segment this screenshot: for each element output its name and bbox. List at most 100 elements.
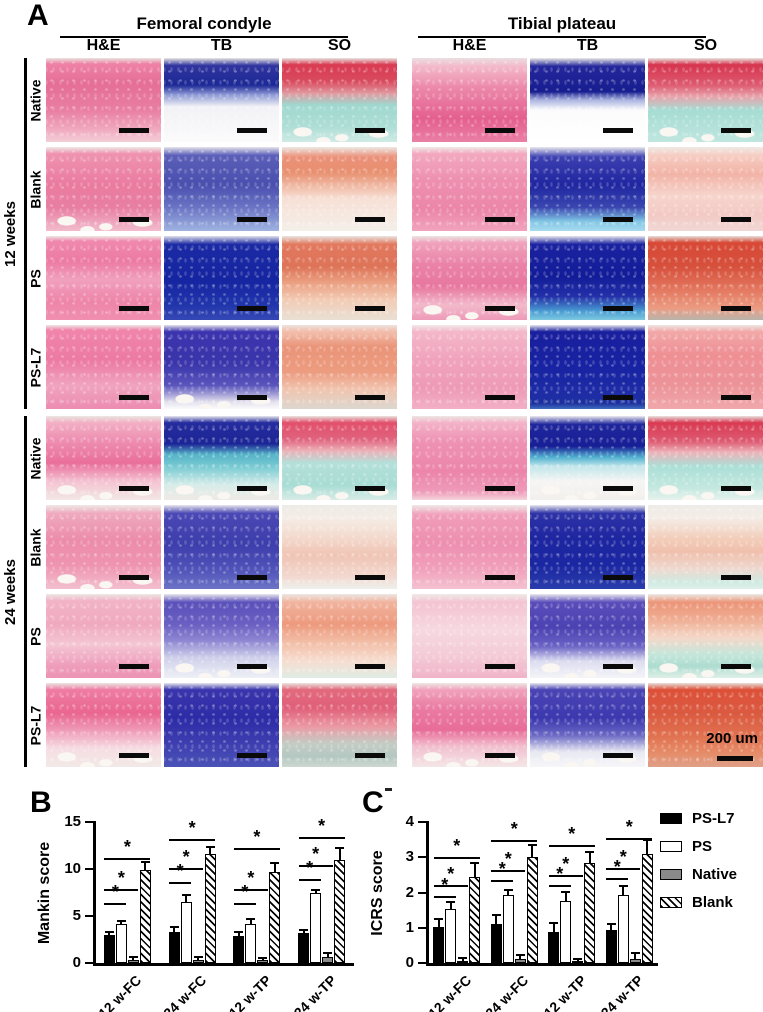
group-header-femoral-condyle: Femoral condyle: [60, 14, 348, 38]
scale-bar: [355, 753, 385, 758]
scale-bar: [485, 575, 515, 580]
significance-star: *: [550, 864, 570, 885]
scale-bar: [603, 128, 633, 133]
y-axis-tick-label: 4: [405, 813, 414, 830]
week-bracket-line: [24, 416, 27, 767]
significance-line: [298, 879, 321, 882]
y-axis-tick-label: 0: [72, 954, 81, 971]
error-bar-whisker: [449, 902, 452, 910]
scale-bar: [721, 306, 751, 311]
significance-line: [491, 880, 514, 883]
significance-star: *: [625, 816, 633, 837]
significance-line: [548, 844, 595, 847]
significance-star: *: [182, 847, 190, 868]
scale-bar: [721, 575, 751, 580]
legend-label: Blank: [692, 894, 733, 911]
error-bar-whisker: [519, 954, 522, 959]
scale-bar: [355, 664, 385, 669]
error-bar-whisker: [622, 886, 625, 895]
significance-star: *: [619, 846, 627, 867]
scale-bar: [721, 128, 751, 133]
significance-line: [169, 838, 216, 841]
error-bar-whisker: [473, 862, 476, 877]
histology-image: [282, 416, 397, 500]
scale-bar: [355, 395, 385, 400]
histology-image: [648, 147, 763, 231]
error-bar-whisker: [237, 932, 240, 936]
bar-ps-12w-FC: [115, 924, 127, 963]
week-bracket-line: [24, 58, 27, 409]
significance-line: [548, 885, 571, 888]
stain-header-he: H&E: [86, 37, 121, 54]
significance-line: [433, 885, 468, 888]
scale-bar: [485, 306, 515, 311]
stain-header-he: H&E: [452, 37, 487, 54]
significance-star: *: [504, 848, 512, 869]
error-bar-cap: [116, 919, 126, 922]
scale-bar: [717, 756, 753, 761]
error-bar-cap: [527, 843, 537, 846]
scale-bar: [237, 486, 267, 491]
significance-star: *: [562, 853, 570, 874]
legend-label: PS: [692, 838, 713, 855]
error-bar-whisker: [273, 862, 276, 872]
histology-image: [648, 594, 763, 678]
y-axis-tick: [85, 915, 93, 918]
histology-image: [412, 58, 527, 142]
bar-blank-24w-FC: [526, 857, 538, 963]
stray-dash: [385, 788, 392, 791]
scale-bar: [603, 664, 633, 669]
scale-bar: [485, 753, 515, 758]
histology-image: [648, 58, 763, 142]
panel-a-label: A: [27, 0, 49, 32]
scale-bar: [119, 486, 149, 491]
significance-star: *: [241, 881, 249, 902]
scale-bar: [603, 486, 633, 491]
histology-image: [164, 58, 279, 142]
bar-ps-l7-24w-FC: [490, 924, 502, 963]
x-axis-line: [93, 963, 354, 966]
significance-star: *: [188, 817, 196, 838]
error-bar-cap: [299, 929, 309, 932]
error-bar-cap: [561, 890, 571, 893]
histology-image: 200 um: [648, 683, 763, 767]
error-bar-whisker: [495, 915, 498, 925]
significance-star: *: [510, 818, 518, 839]
y-axis-tick: [418, 821, 426, 824]
significance-star: *: [568, 823, 576, 844]
bar-native-24w-TP: [629, 958, 641, 963]
scale-bar: [603, 753, 633, 758]
histology-image: [530, 236, 645, 320]
bar-ps-l7-12w-TP: [548, 932, 560, 963]
error-bar-cap: [270, 861, 280, 864]
scale-bar: [485, 395, 515, 400]
significance-star: *: [176, 861, 184, 882]
legend-swatch-gray: [660, 869, 682, 880]
error-bar-whisker: [302, 930, 305, 933]
scale-bar: [237, 306, 267, 311]
significance-line: [433, 857, 480, 860]
histology-image: [282, 505, 397, 589]
significance-star: *: [117, 867, 125, 888]
error-bar-whisker: [552, 922, 555, 933]
histology-image: [164, 236, 279, 320]
scale-bar: [237, 753, 267, 758]
histology-image: [46, 505, 161, 589]
significance-line: [606, 837, 653, 840]
x-category-label: 24 w-FC: [482, 972, 532, 1012]
histology-image: [282, 58, 397, 142]
bar-ps-l7-12w-TP: [233, 935, 245, 963]
scale-bar: [355, 306, 385, 311]
row-label-native: Native: [27, 78, 44, 122]
significance-line: [298, 837, 345, 840]
error-bar-whisker: [185, 894, 188, 902]
histology-image: [46, 325, 161, 409]
histology-image: [412, 147, 527, 231]
x-category-label: 12 w-TP: [225, 972, 275, 1012]
panel-a: A Femoral condyle Tibial plateau H&E TB SO…: [2, 0, 763, 767]
scale-bar: [355, 575, 385, 580]
histology-image: [46, 416, 161, 500]
bar-native-12w-TP: [572, 961, 584, 964]
